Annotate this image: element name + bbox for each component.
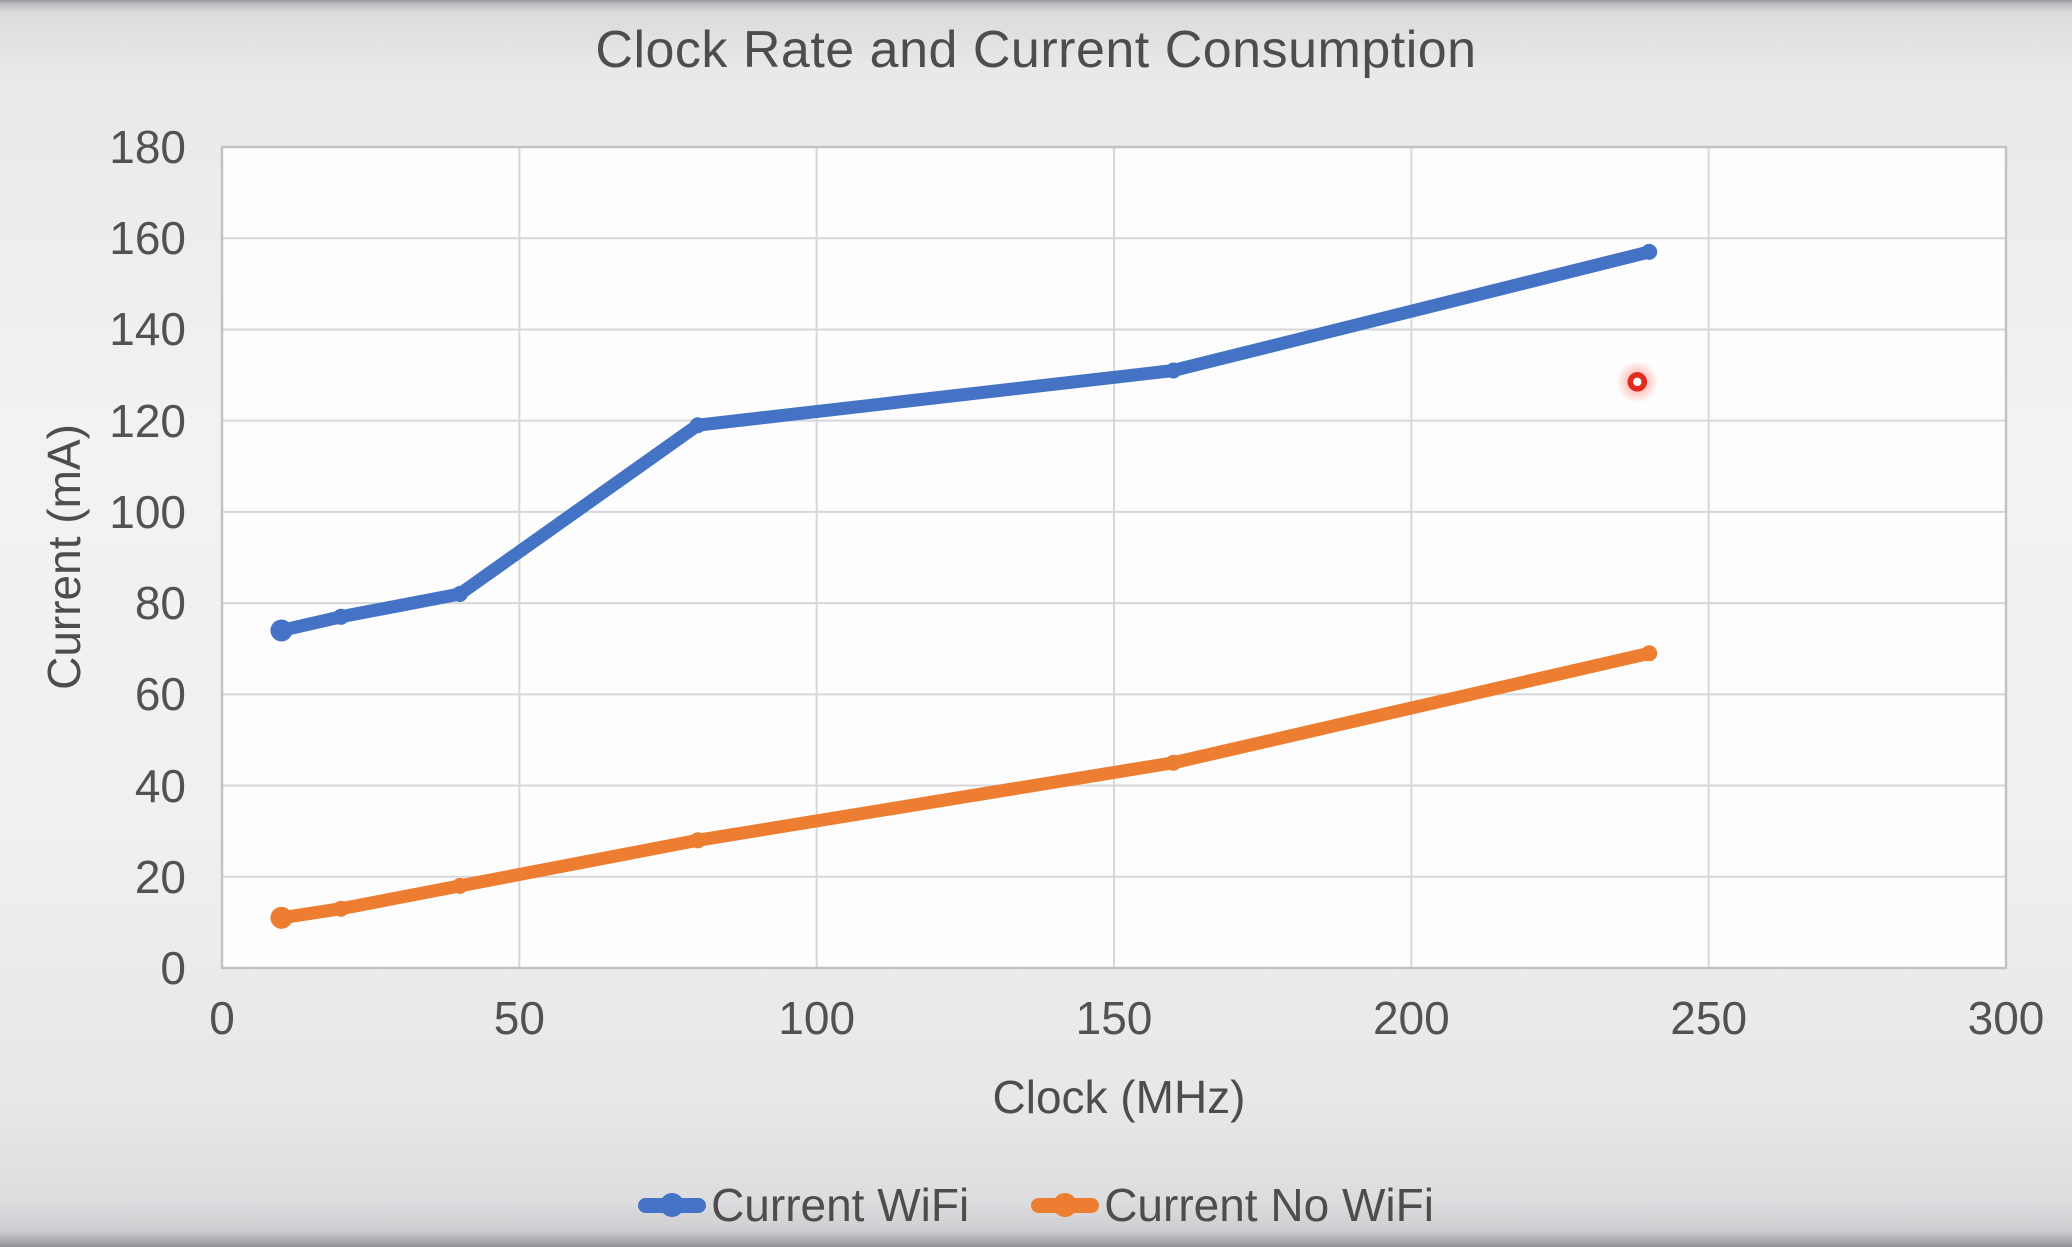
plot-border	[220, 145, 2008, 970]
x-tick-label: 250	[1670, 992, 1748, 1044]
legend-item-current-wifi: Current WiFi	[638, 1176, 969, 1234]
y-tick-label: 40	[134, 759, 186, 812]
y-tick-label: 0	[160, 942, 186, 994]
x-tick-label: 0	[209, 992, 235, 1044]
data-point-marker-current-no-wifi	[270, 906, 293, 929]
x-tick-label: 100	[778, 992, 856, 1044]
y-tick-label: 20	[134, 850, 186, 903]
y-tick-label: 120	[109, 394, 186, 447]
data-point-marker-current-wifi	[451, 585, 468, 602]
data-point-marker-current-no-wifi	[689, 832, 706, 849]
legend-label-current-wifi: Current WiFi	[711, 1179, 970, 1231]
y-tick-label: 60	[134, 668, 186, 721]
data-point-marker-current-wifi	[270, 619, 293, 642]
y-tick-label: 180	[109, 121, 186, 173]
legend-line-marker-icon	[638, 1193, 707, 1217]
legend-item-current-no-wifi: Current No WiFi	[1031, 1176, 1434, 1234]
data-point-marker-current-no-wifi	[1641, 645, 1658, 662]
x-tick-label: 50	[493, 992, 545, 1044]
data-point-marker-current-no-wifi	[451, 877, 468, 894]
legend-marker-dot-icon	[1053, 1193, 1078, 1217]
legend-label-current-no-wifi: Current No WiFi	[1104, 1179, 1434, 1231]
legend-line-marker-icon	[1031, 1193, 1100, 1217]
x-tick-label: 300	[1967, 992, 2045, 1044]
laser-pointer-dot	[1627, 372, 1648, 392]
series-line-current-wifi	[274, 245, 1656, 637]
data-point-marker-current-wifi	[332, 608, 349, 625]
y-tick-label: 80	[134, 577, 186, 630]
y-axis-title: Current (mA)	[38, 424, 90, 690]
y-tick-label: 140	[109, 303, 186, 356]
y-tick-label: 160	[109, 212, 186, 265]
data-point-marker-current-wifi	[1641, 243, 1658, 260]
series-line-current-no-wifi	[274, 646, 1656, 925]
data-point-marker-current-wifi	[1165, 362, 1182, 379]
data-point-marker-current-no-wifi	[1165, 754, 1182, 771]
legend-marker-dot-icon	[660, 1193, 685, 1217]
data-point-marker-current-wifi	[689, 417, 706, 434]
x-tick-label: 150	[1075, 992, 1153, 1044]
chart-title: Clock Rate and Current Consumption	[595, 21, 1477, 79]
x-axis-title: Clock (MHz)	[992, 1071, 1246, 1123]
legend: Current WiFi Current No WiFi	[0, 1176, 2072, 1234]
x-tick-label: 200	[1372, 992, 1450, 1044]
y-tick-label: 100	[109, 485, 186, 538]
data-point-marker-current-no-wifi	[332, 900, 349, 917]
